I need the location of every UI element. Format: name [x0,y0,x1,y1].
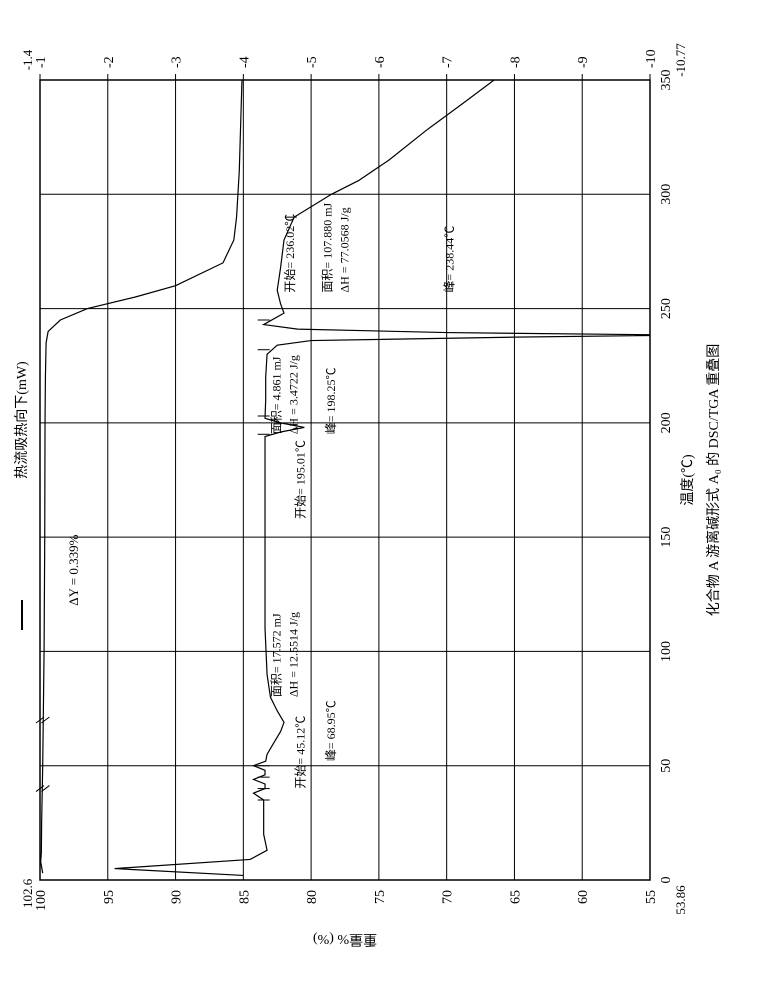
chart-svg: 0 50 100 150 200 250 300 350 55 60 65 70 75 80 85 90 95 1… [0,0,763,1000]
yright-tick-label: -6 [373,56,388,68]
yleft-tick-label: 100 [34,890,49,911]
yleft-tick-label: 95 [102,890,117,904]
yright-bottom-value: -10.77 [673,43,688,77]
annotation-p1_peak: 峰= 68.95℃ [324,700,338,761]
annotation-p1_area: 面积= 17.572 mJ [270,613,284,697]
figure-title: 化合物 A 游离碱形式 A₀ 的 DSC/TGA 重叠图 [705,344,722,616]
x-tick-label: 0 [659,877,674,884]
yleft-tick-label: 60 [576,890,591,904]
annotation-p2_onset: 开始= 195.01℃ [293,440,307,519]
x-tick-label: 50 [659,759,674,773]
yleft-tick-label: 70 [441,890,456,904]
yleft-tick-label: 65 [508,890,523,904]
x-tick-label: 200 [659,412,674,433]
yright-tick-label: -4 [237,56,252,68]
yright-tick-label: -3 [170,56,185,68]
yright-tick-label: -1 [34,56,49,68]
yleft-axis-label: 重量% (%) [313,931,377,947]
x-tick-label: 300 [659,184,674,205]
yright-tick-label: -2 [102,56,117,68]
annotation-p2_peak: 峰= 198.25℃ [324,368,338,435]
bg [0,0,763,1000]
x-axis-label: 温度(℃) [680,454,696,506]
yright-tick-label: -9 [576,56,591,68]
yleft-tick-label: 75 [373,890,388,904]
yleft-tick-label: 80 [305,890,320,904]
x-tick-label: 100 [659,641,674,662]
annotation-p2_dh: ΔH = 3.4722 J/g [287,355,301,434]
annotation-p3_dh: ΔH = 77.0568 J/g [337,207,351,292]
yleft-tick-label: 85 [237,890,252,904]
yright-tick-label: -5 [305,56,320,68]
x-tick-label: 350 [659,70,674,91]
annotation-p1_dh: ΔH = 12.5514 J/g [287,612,301,697]
annotation-p2_area: 面积= 4.861 mJ [270,356,284,434]
rotated-plane: 0 50 100 150 200 250 300 350 55 60 65 70 75 80 85 90 95 1… [0,0,763,1000]
yleft-tick-label: 55 [644,890,659,904]
yright-axis-label: 热流吸热向下(mW) [14,361,30,479]
yleft-tick-label: 90 [170,890,185,904]
x-tick-label: 150 [659,527,674,548]
annotation-p3_peak: 峰= 238.44℃ [442,226,456,293]
annotation-p3_onset: 开始= 236.02℃ [283,214,297,293]
yleft-top-value: 102.6 [20,878,35,908]
annotation-p3_area: 面积= 107.880 mJ [320,202,334,292]
yright-top-value: -1.4 [20,49,35,70]
x-tick-label: 250 [659,298,674,319]
annotation-p1_onset: 开始= 45.12℃ [293,716,307,789]
yleft-bottom-value: 53.86 [673,885,688,915]
yright-tick-label: -7 [441,56,456,68]
annotation-tga_dy: ΔY = 0.339% [66,534,81,605]
yright-tick-label: -10 [644,49,659,68]
yright-tick-label: -8 [508,56,523,68]
figure-container: 0 50 100 150 200 250 300 350 55 60 65 70 75 80 85 90 95 1… [0,0,763,1000]
